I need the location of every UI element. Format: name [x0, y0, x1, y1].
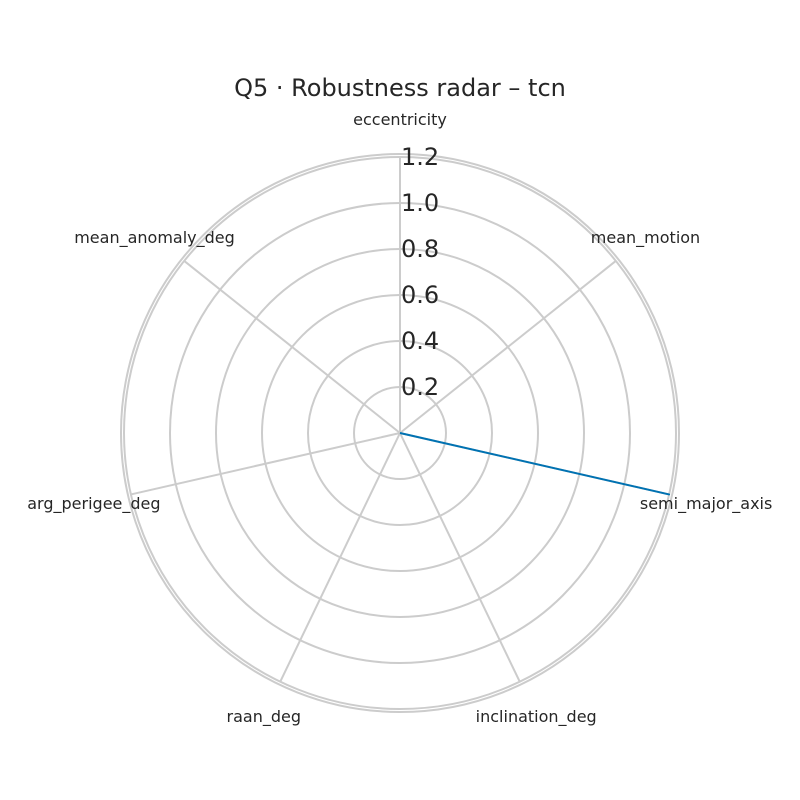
axis-label: semi_major_axis — [640, 494, 772, 514]
axis-label: mean_anomaly_deg — [74, 228, 235, 248]
axis-label: inclination_deg — [476, 707, 597, 727]
grid-spoke — [399, 432, 521, 683]
axis-label: arg_perigee_deg — [27, 494, 160, 514]
grid-spoke — [130, 432, 401, 496]
outer-frame — [120, 153, 680, 713]
radial-tick-label: 0.8 — [401, 235, 439, 263]
grid-spoke — [183, 260, 401, 434]
series-line — [399, 432, 671, 496]
series-layer — [399, 432, 671, 496]
radial-tick-label: 0.6 — [401, 281, 439, 309]
axis-label: raan_deg — [227, 707, 301, 727]
frame-outer-circle — [120, 153, 680, 713]
radial-tick-label: 0.4 — [401, 327, 439, 355]
axis-label: mean_motion — [591, 228, 700, 248]
radial-tick-label: 0.2 — [401, 373, 439, 401]
radial-tick-label: 1.2 — [401, 143, 439, 171]
axis-label: eccentricity — [353, 110, 447, 129]
chart-title: Q5 · Robustness radar – tcn — [234, 74, 566, 102]
grid-spoke — [279, 432, 401, 683]
axis-labels: eccentricity mean_motion semi_major_axisin… — [27, 110, 772, 727]
grid-spoke — [399, 260, 617, 434]
radial-tick-labels: 0.2 0.4 0.6 0.8 1.0 1.2 — [401, 143, 439, 401]
radial-tick-label: 1.0 — [401, 189, 439, 217]
frame-inner-circle — [123, 156, 677, 710]
